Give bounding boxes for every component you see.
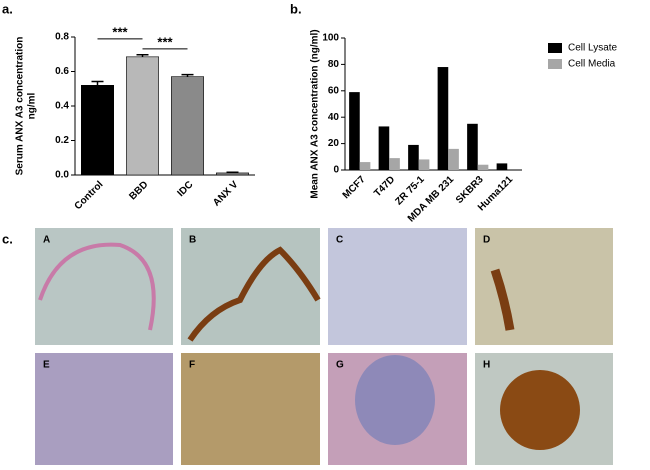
tissue (187, 246, 321, 342)
annotation: *** (112, 24, 128, 39)
panel-label: a. (2, 1, 13, 16)
bar (171, 76, 205, 176)
y-tick-label: 60 (328, 85, 340, 96)
bar (349, 92, 360, 170)
y-tick-label: 0.6 (55, 66, 69, 77)
bar (467, 123, 478, 170)
y-tick-label: 0.4 (55, 101, 69, 112)
micrograph-label: D (483, 235, 490, 246)
micrograph-label: B (189, 235, 196, 246)
x-tick-label: T47D (372, 174, 397, 199)
legend-label: Cell Lysate (568, 43, 618, 54)
tissue (500, 370, 580, 450)
x-tick-label: Control (73, 179, 106, 212)
y-tick-label: 20 (328, 138, 340, 149)
annotation: *** (157, 34, 173, 49)
bar (418, 159, 430, 170)
error-bar (136, 54, 149, 57)
legend-label: Cell Media (568, 59, 616, 70)
y-tick-label: 80 (328, 59, 340, 70)
tissue (355, 355, 435, 445)
error-bar (226, 171, 239, 173)
y-tick-label: 100 (322, 33, 339, 44)
micrograph-label: A (43, 235, 50, 246)
bar (378, 126, 390, 170)
x-tick-label: MCF7 (341, 174, 368, 201)
micrograph-label: H (483, 360, 490, 371)
y-tick-label: 0.2 (55, 135, 69, 146)
bar (496, 163, 508, 170)
y-axis-label: ng/ml (27, 92, 38, 119)
y-axis-label: Mean ANX A3 concentration (ng/ml) (310, 29, 321, 198)
bar (477, 164, 489, 170)
bar (437, 67, 449, 170)
error-bar (91, 80, 104, 86)
legend-swatch (548, 43, 562, 53)
micrograph (181, 353, 320, 465)
micrograph-grid (35, 228, 613, 465)
micrograph (35, 353, 173, 465)
bar (81, 85, 115, 176)
y-tick-label: 0.0 (55, 170, 69, 181)
x-tick-label: ANX V (211, 179, 241, 209)
error-bar (181, 73, 194, 77)
y-tick-label: 40 (328, 112, 340, 123)
micrograph-label: E (43, 360, 50, 371)
y-tick-label: 0.8 (55, 32, 69, 43)
bar (448, 148, 459, 170)
bar (408, 144, 419, 170)
bar (216, 172, 250, 176)
legend-swatch (548, 59, 562, 69)
bar (126, 56, 160, 176)
tissue (38, 242, 156, 331)
panel-label: c. (2, 231, 13, 246)
y-tick-label: 0 (333, 165, 339, 176)
micrograph-label: C (336, 235, 343, 246)
micrograph-label: F (189, 360, 195, 371)
x-tick-label: BBD (127, 179, 150, 202)
panel-label: b. (290, 1, 302, 16)
x-tick-label: IDC (176, 179, 196, 199)
y-axis-label: Serum ANX A3 concentration (15, 37, 26, 176)
micrograph-label: G (336, 360, 344, 371)
bar (359, 162, 371, 170)
tissue (490, 268, 515, 331)
bar (389, 158, 400, 170)
micrograph (328, 228, 467, 345)
